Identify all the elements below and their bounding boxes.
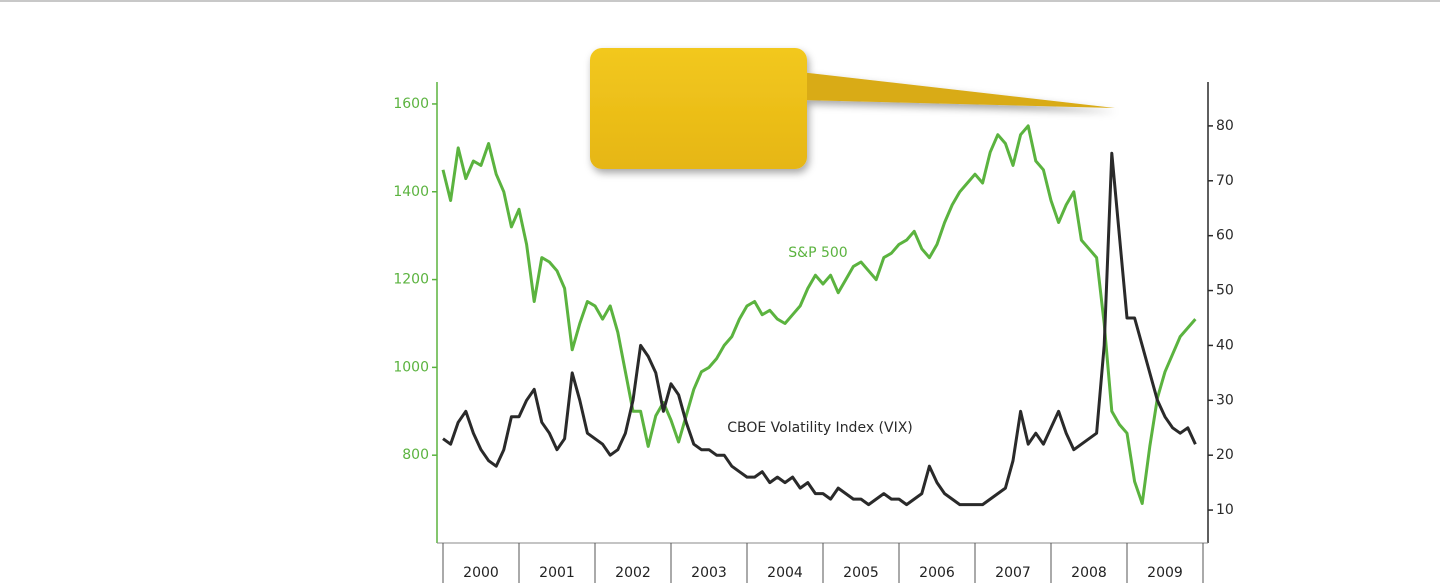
y-tick-label: 1000	[393, 359, 429, 375]
y2-tick-label: 50	[1216, 283, 1234, 299]
y-tick-label: 1600	[393, 96, 429, 112]
series-line	[441, 124, 1197, 505]
y2-tick-label: 70	[1216, 173, 1234, 189]
y2-tick-label: 80	[1216, 118, 1234, 134]
y2-tick-label: 20	[1216, 447, 1234, 463]
x-tick-label: 2000	[463, 565, 499, 581]
y2-tick-label: 40	[1216, 337, 1234, 353]
series-label: CBOE Volatility Index (VIX)	[727, 420, 913, 436]
series-label: S&P 500	[788, 245, 847, 261]
x-tick-label: 2008	[1071, 565, 1107, 581]
y-tick-label: 1400	[393, 184, 429, 200]
x-tick-label: 2005	[843, 565, 879, 581]
x-tick-label: 2001	[539, 565, 575, 581]
x-tick-label: 2003	[691, 565, 727, 581]
series-line	[442, 151, 1197, 507]
x-tick-label: 2004	[767, 565, 803, 581]
y-tick-label: 1200	[393, 272, 429, 288]
y2-tick-label: 30	[1216, 392, 1234, 408]
y2-tick-label: 60	[1216, 228, 1234, 244]
x-tick-label: 2006	[919, 565, 955, 581]
y-tick-label: 800	[402, 447, 429, 463]
x-tick-label: 2002	[615, 565, 651, 581]
x-tick-label: 2007	[995, 565, 1031, 581]
y2-tick-label: 10	[1216, 502, 1234, 518]
callout	[590, 48, 1115, 169]
x-tick-label: 2009	[1147, 565, 1183, 581]
